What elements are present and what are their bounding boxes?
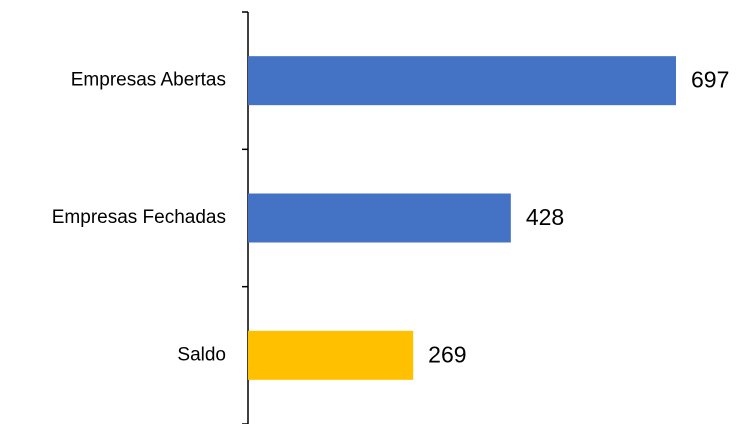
data-label: 269 (428, 341, 466, 367)
bar (248, 330, 414, 380)
category-label: Saldo (177, 344, 226, 365)
data-label: 428 (526, 204, 564, 230)
category-label: Empresas Abertas (71, 70, 226, 91)
data-label: 697 (691, 67, 729, 93)
bar (248, 193, 511, 243)
category-label: Empresas Fechadas (52, 207, 226, 228)
bar (248, 56, 676, 106)
